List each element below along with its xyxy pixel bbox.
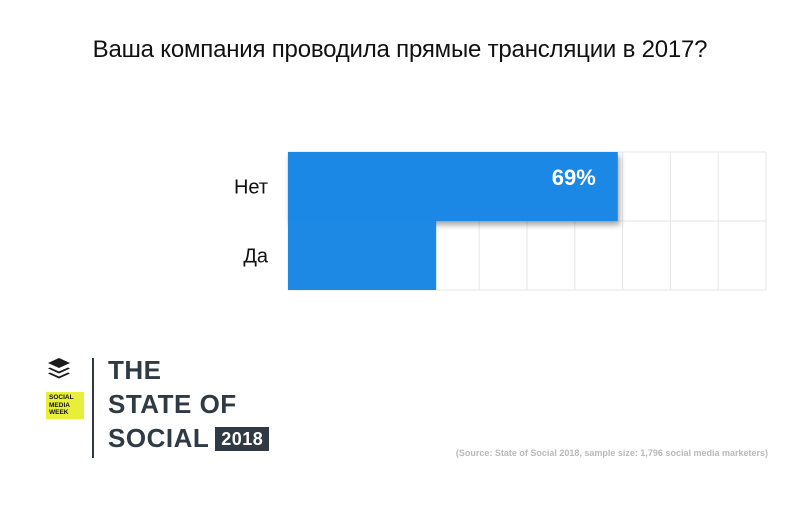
category-label: Нет <box>234 177 268 199</box>
year-badge: 2018 <box>215 427 270 451</box>
category-label: Да <box>243 246 269 268</box>
chart-labels: Нет 69% Да <box>234 165 596 268</box>
bar-0 <box>288 152 618 221</box>
chart-title: Ваша компания проводила прямые трансляци… <box>92 36 708 63</box>
smw-line: WEEK <box>49 409 69 416</box>
brand-divider <box>92 358 94 458</box>
chart-bars <box>288 152 618 290</box>
brand-line-state-of: STATE OF <box>108 389 237 419</box>
state-of-social-logo: SOCIAL MEDIA WEEK THE STATE OF SOCIAL 201… <box>40 350 280 460</box>
brand-word-social: SOCIAL <box>108 423 210 453</box>
brand-line-social: SOCIAL 2018 <box>108 423 270 453</box>
smw-line: MEDIA <box>49 401 70 409</box>
social-media-week-badge: SOCIAL MEDIA WEEK <box>46 392 84 419</box>
bar-1 <box>288 221 437 290</box>
brand-line-the: THE <box>108 355 162 385</box>
smw-line: SOCIAL <box>49 394 74 401</box>
data-label: 69% <box>552 165 596 190</box>
source-note: (Source: State of Social 2018, sample si… <box>455 448 768 458</box>
buffer-stack-icon <box>48 358 70 379</box>
